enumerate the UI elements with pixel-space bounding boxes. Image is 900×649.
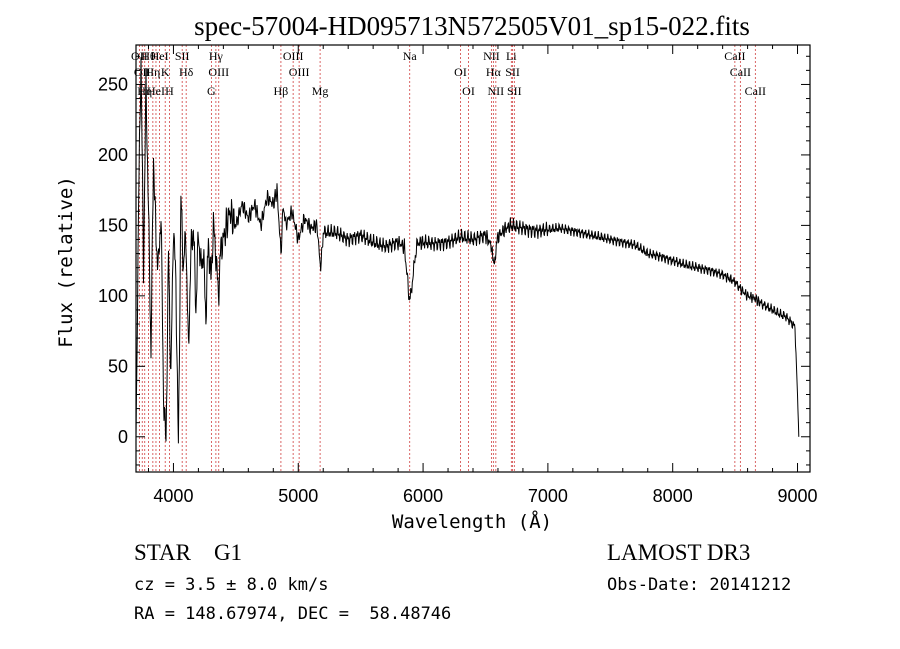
line-marker-label: H [165,84,174,98]
x-tick-label: 8000 [653,486,693,506]
line-marker-label: SII [505,65,520,79]
line-marker-label: Hγ [209,49,224,63]
x-tick-label: 4000 [153,486,193,506]
line-marker-label: OI [462,84,475,98]
line-marker-label: OIII [208,65,229,79]
line-marker-label: Hα [486,65,502,79]
line-markers [138,45,756,472]
y-tick-label: 100 [98,286,128,306]
line-marker-label: OIII [289,65,310,79]
line-marker-label: CaII [724,49,745,63]
line-marker-label: Hβ [274,84,289,98]
y-tick-label: 0 [118,427,128,447]
line-marker-label: NII [488,84,505,98]
line-marker-label: CaII [730,65,751,79]
line-marker-label: SII [175,49,190,63]
y-tick-label: 250 [98,74,128,94]
redshift-cz: cz = 3.5 ± 8.0 km/s [134,575,329,595]
obs-date: Obs-Date: 20141212 [607,575,792,595]
line-marker-label: HeI [151,49,169,63]
x-axis-ticks: 4000 5000 6000 7000 8000 9000 [147,45,818,506]
y-tick-label: 50 [108,356,128,376]
x-tick-label: 9000 [777,486,817,506]
x-tick-label: 7000 [528,486,568,506]
line-marker-label: Mg [312,84,329,98]
line-marker-label: HeI [147,84,165,98]
line-marker-label: CaII [745,84,766,98]
line-marker-label: Hδ [179,65,194,79]
line-marker-label: OIII [283,49,304,63]
line-marker-label: OI [454,65,467,79]
x-tick-label: 5000 [278,486,318,506]
line-marker-label: G [207,84,216,98]
ra-dec: RA = 148.67974, DEC = 58.48746 [134,604,452,624]
chart-title: spec-57004-HD095713N572505V01_sp15-022.f… [194,11,750,41]
spectrum-line [135,57,800,444]
line-marker-label: Li [506,49,517,63]
line-marker-label: NII [483,49,500,63]
line-marker-label: SII [507,84,522,98]
line-marker-label: K [161,65,170,79]
y-axis-label: Flux (relative) [55,176,77,348]
y-axis-ticks: 0 50 100 150 200 250 [98,55,810,466]
line-marker-label: Na [403,49,418,63]
y-tick-label: 150 [98,215,128,235]
plot-frame [135,44,811,473]
x-tick-label: 6000 [403,486,443,506]
x-axis-label: Wavelength (Å) [392,510,552,533]
object-class: STAR G1 [134,540,243,565]
line-marker-label: Hθ [141,49,156,63]
line-marker-label: Hη [145,65,160,79]
line-marker-labels: OIIOIIHηHθHηHeIHeIKHSIIHδGHγOIIIHβOIIIOI… [131,49,766,98]
survey-name: LAMOST DR3 [607,540,751,565]
y-tick-label: 200 [98,145,128,165]
